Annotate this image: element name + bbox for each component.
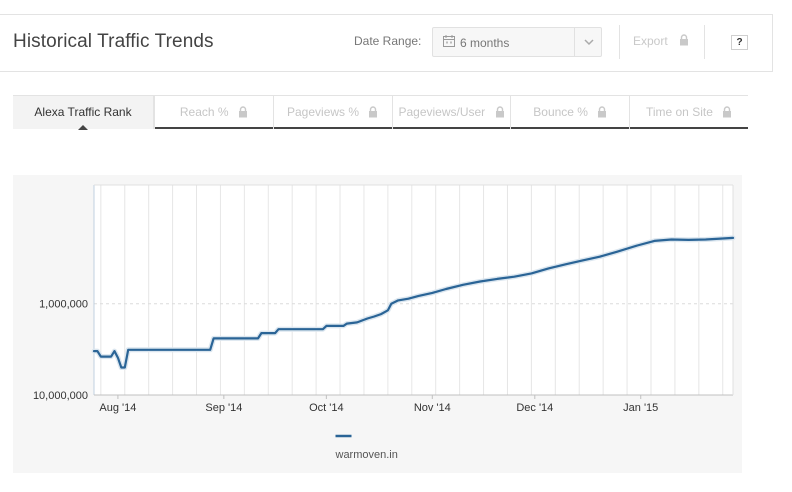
chevron-down-icon bbox=[584, 39, 594, 46]
date-range-select[interactable]: 6 months bbox=[432, 27, 602, 57]
export-button[interactable]: Export bbox=[633, 34, 668, 48]
tab-label: Pageviews % bbox=[287, 105, 360, 119]
date-range-label: Date Range: bbox=[354, 34, 422, 48]
plot-area bbox=[94, 185, 733, 395]
calendar-icon bbox=[443, 35, 455, 47]
select-divider bbox=[574, 28, 575, 56]
date-range-value: 6 months bbox=[460, 36, 510, 50]
tab-alexa-traffic-rank[interactable]: Alexa Traffic Rank bbox=[13, 96, 154, 130]
series-line bbox=[92, 236, 735, 369]
x-tick-label: Dec '14 bbox=[516, 402, 553, 414]
tab-reach[interactable]: Reach % bbox=[154, 96, 273, 129]
y-tick-label: 1,000,000 bbox=[39, 299, 88, 311]
x-tick-label: Aug '14 bbox=[99, 402, 136, 414]
lock-icon bbox=[598, 106, 607, 118]
header-divider bbox=[704, 25, 705, 59]
traffic-rank-chart: 1,000,000 10,000,000 Aug '14 Sep '14 Oct '14… bbox=[33, 184, 736, 461]
tab-label: Reach % bbox=[179, 105, 229, 119]
y-tick-label: 10,000,000 bbox=[33, 390, 88, 402]
page-title: Historical Traffic Trends bbox=[13, 31, 214, 52]
header-divider bbox=[619, 25, 620, 59]
lock-icon bbox=[723, 106, 732, 118]
chart-panel: 1,000,000 10,000,000 Aug '14 Sep '14 Oct '14… bbox=[13, 175, 742, 473]
tab-time-on-site[interactable]: Time on Site bbox=[629, 96, 748, 129]
x-tick-label: Oct '14 bbox=[309, 402, 344, 414]
tab-label: Bounce % bbox=[533, 105, 588, 119]
lock-icon bbox=[369, 106, 378, 118]
tab-label: Pageviews/User bbox=[398, 105, 486, 119]
tab-bounce[interactable]: Bounce % bbox=[510, 96, 629, 129]
help-button[interactable]: ? bbox=[731, 35, 748, 50]
tab-pageviews-per-user[interactable]: Pageviews/User bbox=[391, 96, 511, 129]
tab-pageviews[interactable]: Pageviews % bbox=[272, 96, 392, 129]
header-bar: Historical Traffic Trends Date Range: 6 … bbox=[0, 14, 773, 72]
metric-tabs: Alexa Traffic Rank Reach % Pageviews % P… bbox=[13, 95, 748, 130]
x-tick-label: Nov '14 bbox=[414, 402, 451, 414]
active-tab-caret bbox=[78, 125, 88, 130]
lock-icon bbox=[680, 34, 688, 46]
lock-icon bbox=[495, 106, 504, 118]
legend-label[interactable]: warmoven.in bbox=[335, 449, 398, 461]
lock-icon bbox=[238, 106, 247, 118]
x-tick-label: Jan '15 bbox=[623, 402, 658, 414]
tab-label: Time on Site bbox=[645, 105, 713, 119]
tab-label: Alexa Traffic Rank bbox=[34, 105, 132, 119]
x-tick-label: Sep '14 bbox=[205, 402, 242, 414]
